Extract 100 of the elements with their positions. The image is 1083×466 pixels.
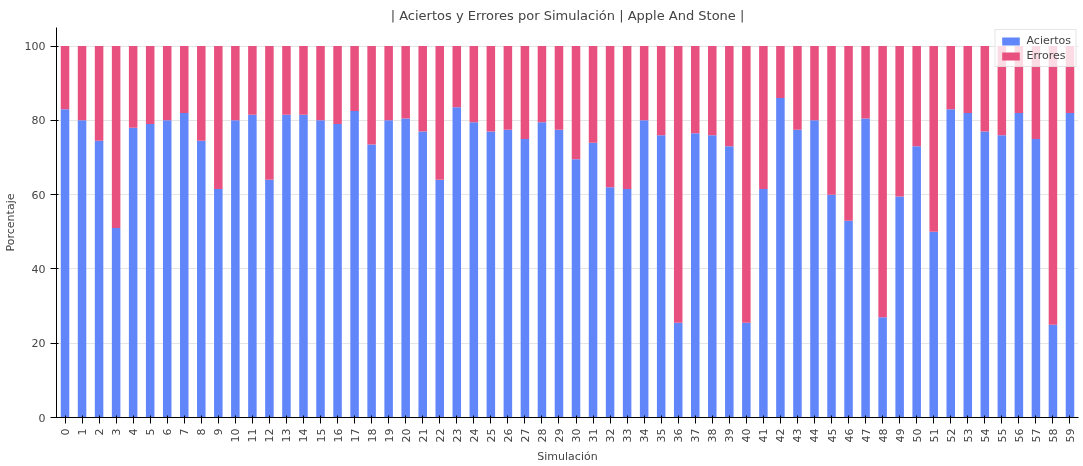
bar: [231, 46, 240, 121]
x-tick-label: 43: [791, 428, 805, 443]
x-tick-label: 26: [501, 428, 515, 443]
bar: [60, 109, 70, 418]
bar: [77, 46, 87, 121]
x-tick-label: 53: [961, 428, 975, 443]
bar: [963, 46, 973, 113]
bar: [162, 46, 172, 121]
x-axis-title: Simulación: [537, 450, 598, 464]
bar: [111, 228, 121, 418]
x-tick-label: 7: [178, 428, 192, 436]
bar: [452, 107, 462, 418]
bar: [861, 46, 870, 119]
bar: [469, 46, 479, 123]
x-tick-label: 48: [876, 428, 890, 443]
x-tick-label: 54: [978, 428, 992, 443]
bar: [486, 131, 496, 418]
bar: [299, 114, 308, 418]
bar: [810, 46, 819, 121]
bar: [844, 46, 853, 221]
bar: [690, 46, 700, 134]
bar: [282, 46, 291, 115]
bar: [367, 144, 376, 418]
y-axis-title: Porcentaje: [3, 193, 17, 252]
bar: [401, 46, 410, 119]
bar: [1031, 138, 1041, 418]
bar: [179, 112, 189, 418]
bar: [282, 114, 291, 418]
bar: [503, 129, 513, 418]
bar: [742, 46, 751, 323]
bar: [94, 46, 104, 141]
bar: [94, 140, 104, 418]
x-tick-label: 38: [706, 428, 720, 443]
x-tick-label: 32: [604, 428, 618, 443]
bar: [145, 46, 155, 125]
bar: [827, 194, 836, 418]
bar: [537, 46, 547, 123]
bar: [844, 220, 853, 418]
y-tick-label: 100: [24, 40, 46, 54]
chart-title: | Aciertos y Errores por Simulación | Apple And Stone |: [390, 7, 745, 23]
bar: [469, 122, 479, 418]
y-tick-label: 20: [31, 337, 46, 351]
bar: [503, 46, 513, 130]
bar: [980, 46, 990, 132]
bar: [895, 46, 904, 197]
x-tick-label: 42: [774, 428, 788, 443]
bar: [776, 98, 785, 418]
bar: [214, 189, 223, 418]
bar: [401, 118, 410, 418]
x-tick-label: 9: [212, 428, 226, 436]
bar: [639, 120, 649, 418]
x-tick-label: 39: [723, 428, 737, 443]
bar: [946, 109, 956, 418]
x-tick-label: 11: [246, 428, 260, 443]
bar: [929, 231, 938, 418]
bar: [162, 120, 172, 418]
bar: [486, 46, 496, 132]
bar: [776, 46, 785, 99]
x-tick-label: 44: [808, 428, 822, 443]
bar: [214, 46, 223, 190]
bar: [1048, 324, 1058, 418]
bar: [231, 120, 240, 418]
bar: [571, 159, 581, 418]
x-tick-label: 16: [331, 428, 345, 443]
bar: [997, 135, 1007, 418]
bar: [622, 189, 632, 418]
bar: [929, 46, 938, 232]
x-tick-label: 0: [59, 428, 73, 436]
x-tick-label: 5: [144, 428, 158, 436]
x-tick-label: 35: [655, 428, 669, 443]
bar: [333, 46, 342, 125]
bar: [588, 142, 598, 418]
x-tick-label: 59: [1063, 428, 1077, 443]
bar: [588, 46, 598, 143]
x-tick-label: 2: [93, 428, 107, 436]
x-tick-label: 46: [842, 428, 856, 443]
bar: [861, 118, 870, 418]
bar: [316, 46, 325, 121]
x-tick-label: 49: [893, 428, 907, 443]
bar: [793, 129, 802, 418]
bar: [946, 46, 956, 110]
x-tick-label: 14: [297, 428, 311, 443]
x-tick-label: 24: [467, 428, 481, 443]
bar: [537, 122, 547, 418]
bar: [759, 46, 768, 190]
legend-label: Errores: [1026, 49, 1066, 62]
legend-label: Aciertos: [1026, 34, 1071, 47]
x-tick-label: 52: [944, 428, 958, 443]
x-tick-label: 31: [587, 428, 601, 443]
bar: [316, 120, 325, 418]
x-tick-label: 30: [570, 428, 584, 443]
x-tick-label: 10: [229, 428, 243, 443]
bar: [452, 46, 462, 108]
x-tick-label: 47: [859, 428, 873, 443]
bar: [1065, 112, 1075, 418]
bar: [912, 46, 921, 147]
bar: [878, 46, 887, 318]
x-tick-label: 51: [927, 428, 941, 443]
x-tick-label: 56: [1012, 428, 1026, 443]
y-tick-label: 60: [31, 188, 46, 202]
